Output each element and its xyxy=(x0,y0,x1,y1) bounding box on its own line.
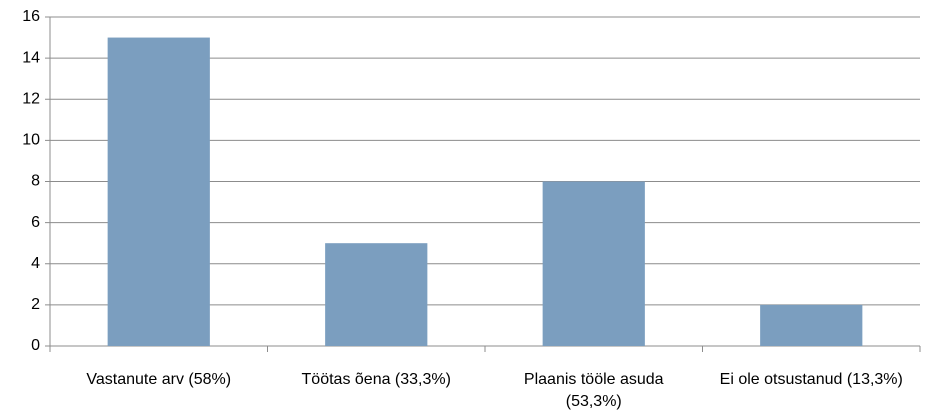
y-tick-label: 6 xyxy=(31,214,40,231)
x-tick-label: Plaanis tööle asuda (53,3%) xyxy=(523,371,664,410)
y-tick-label: 14 xyxy=(22,49,40,66)
y-tick-label: 2 xyxy=(31,296,40,313)
bar xyxy=(542,181,645,346)
y-tick-label: 12 xyxy=(22,90,40,107)
y-tick-label: 8 xyxy=(31,173,40,190)
x-tick-label: Ei ole otsustanud (13,3%) xyxy=(719,371,903,388)
y-tick-label: 4 xyxy=(31,255,40,272)
bar xyxy=(107,37,210,346)
y-tick-label: 10 xyxy=(22,132,40,149)
y-tick-label: 0 xyxy=(31,337,40,354)
bar xyxy=(325,243,428,346)
y-tick-label: 16 xyxy=(22,8,40,25)
bar xyxy=(760,304,863,346)
x-tick-label: Vastanute arv (58%) xyxy=(86,371,232,388)
x-tick-label: Töötas õena (33,3%) xyxy=(301,371,451,388)
